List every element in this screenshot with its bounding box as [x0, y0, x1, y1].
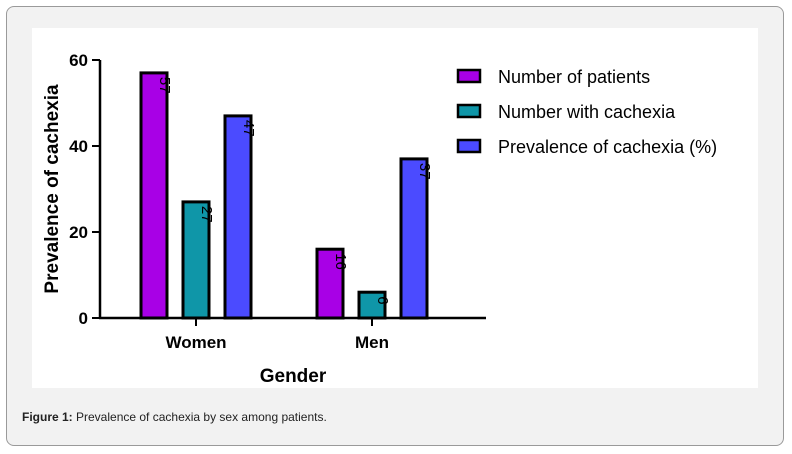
- bar-value-label: 57: [156, 77, 173, 94]
- x-axis-label: Gender: [260, 366, 327, 387]
- figure-caption: Figure 1: Prevalence of cachexia by sex …: [22, 410, 327, 424]
- bar-value-label: 6: [374, 296, 391, 304]
- bar-men-0: [315, 247, 345, 320]
- legend-label: Number with cachexia: [498, 102, 676, 122]
- bar-women-0: [139, 71, 169, 320]
- legend-item: Number with cachexia: [456, 102, 676, 122]
- legend-swatch: [456, 138, 482, 154]
- bar-women-2: [223, 114, 253, 320]
- x-tick-label: Men: [355, 333, 389, 352]
- y-axis-label: Prevalence of cachexia: [42, 84, 63, 294]
- legend-item: Prevalence of cachexia (%): [456, 137, 717, 157]
- bar-women-1: [181, 200, 211, 320]
- legend-item: Number of patients: [456, 67, 650, 87]
- legend-label: Number of patients: [498, 67, 650, 87]
- bar-men-1: [357, 290, 387, 320]
- figure-caption-text: Prevalence of cachexia by sex among pati…: [72, 410, 327, 424]
- bar-value-label: 27: [198, 206, 215, 223]
- y-tick-label: 20: [69, 223, 88, 242]
- legend-label: Prevalence of cachexia (%): [498, 137, 717, 157]
- x-tick-label: Women: [165, 333, 226, 352]
- bar-value-label: 47: [240, 120, 257, 137]
- figure-caption-label: Figure 1:: [22, 410, 73, 424]
- legend-swatch: [456, 68, 482, 84]
- y-tick-label: 0: [79, 309, 88, 328]
- bar-men-2: [399, 157, 429, 320]
- legend-swatch: [456, 103, 482, 119]
- y-tick-label: 40: [69, 137, 88, 156]
- bar-value-label: 37: [416, 163, 433, 180]
- bar-value-label: 16: [332, 253, 349, 270]
- y-tick-label: 60: [69, 51, 88, 70]
